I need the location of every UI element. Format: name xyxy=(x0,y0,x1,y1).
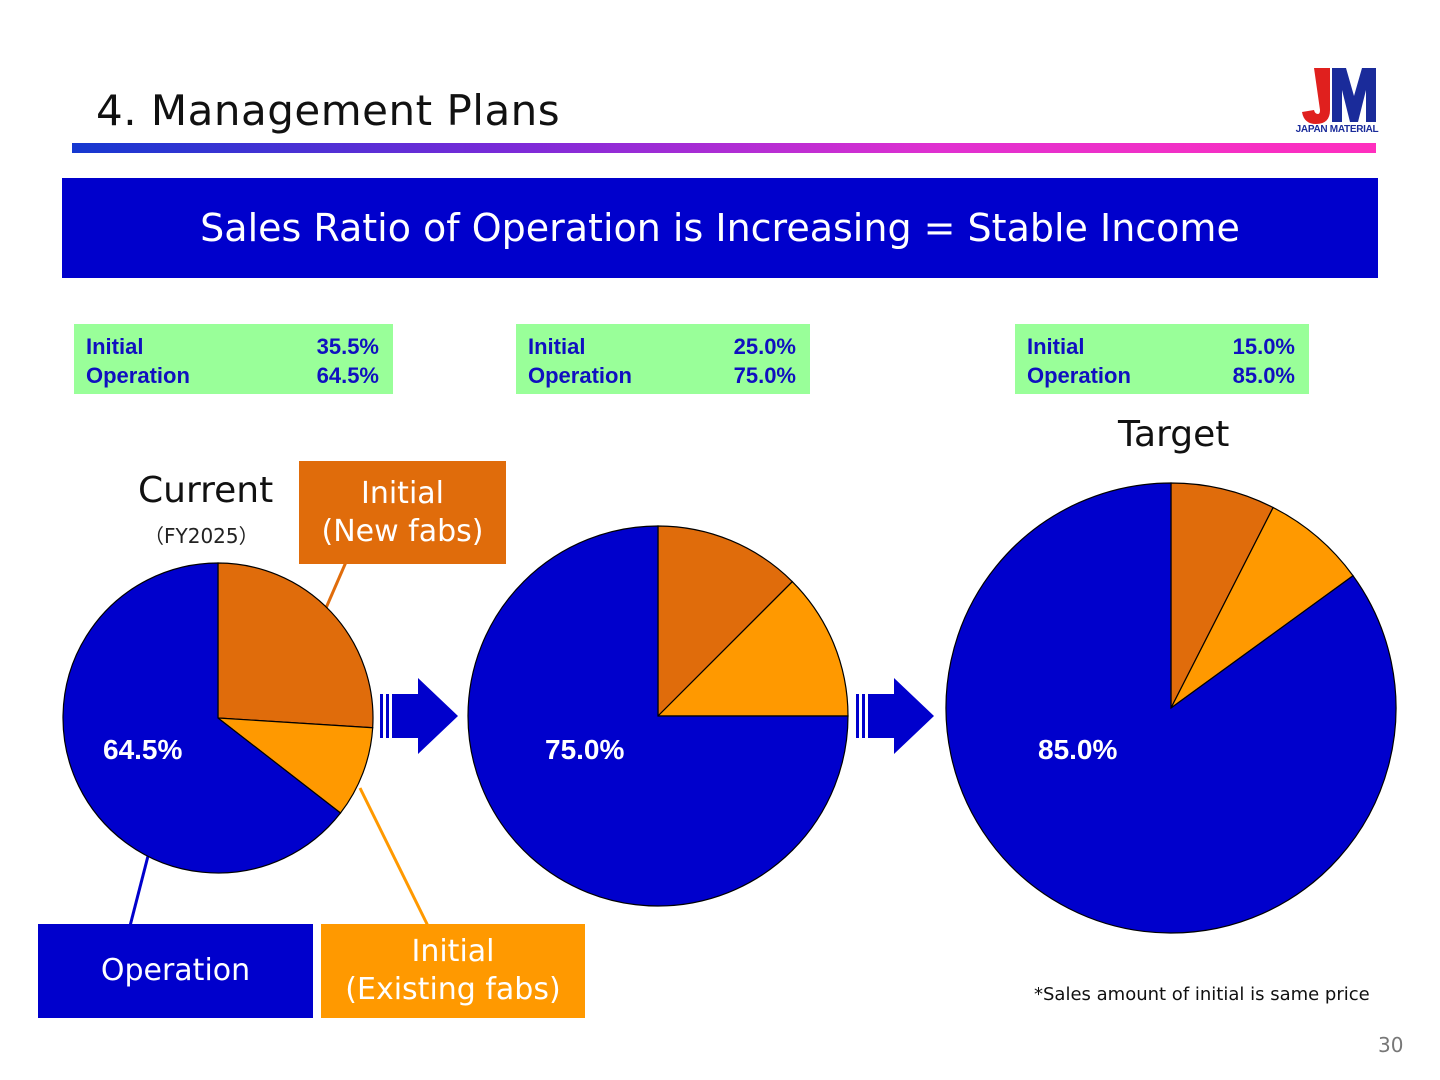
pie-3-slice-operation xyxy=(945,482,1397,934)
ratio-row-initial: Initial 35.5% xyxy=(86,332,379,361)
ratio-label: Operation xyxy=(1027,363,1131,388)
callout-line: Initial xyxy=(411,934,495,969)
pie-label-current: 64.5% xyxy=(103,734,183,765)
logo-text: JAPAN MATERIAL xyxy=(1295,124,1379,135)
callout-initial-existing-fabs: Initial (Existing fabs) xyxy=(321,924,585,1018)
ratio-box-current: Initial 35.5% Operation 64.5% xyxy=(74,324,393,394)
callout-initial-new-fabs: Initial (New fabs) xyxy=(299,461,506,564)
ratio-label: Initial xyxy=(528,334,586,359)
title-underline xyxy=(72,143,1376,153)
logo-j-shape xyxy=(1302,68,1330,124)
ratio-row-operation: Operation 64.5% xyxy=(86,361,379,390)
pie-label-target: 85.0% xyxy=(1038,734,1118,765)
page-number: 30 xyxy=(1378,1033,1404,1057)
leader-line-existing-fabs xyxy=(358,787,430,927)
ratio-row-operation: Operation 85.0% xyxy=(1027,361,1295,390)
ratio-box-mid: Initial 25.0% Operation 75.0% xyxy=(516,324,810,394)
progression-arrow-1 xyxy=(380,678,458,754)
pie-3-slice-initial-existing-fabs xyxy=(1170,506,1354,709)
ratio-value: 64.5% xyxy=(316,363,379,388)
headline-banner: Sales Ratio of Operation is Increasing =… xyxy=(62,178,1378,278)
callout-line: (New fabs) xyxy=(321,513,484,549)
pie-charts xyxy=(62,482,1397,934)
target-label: Target xyxy=(1118,414,1230,455)
ratio-label: Initial xyxy=(86,334,144,359)
ratio-value: 25.0% xyxy=(733,334,796,359)
pie-1-slice-initial-existing-fabs xyxy=(216,717,374,814)
pie-label-mid: 75.0% xyxy=(545,734,625,765)
ratio-label: Operation xyxy=(528,363,632,388)
ratio-value: 35.5% xyxy=(316,334,379,359)
pie-1-slice-initial-new-fabs xyxy=(217,562,374,729)
ratio-box-target: Initial 15.0% Operation 85.0% xyxy=(1015,324,1309,394)
ratio-value: 75.0% xyxy=(733,363,796,388)
ratio-value: 15.0% xyxy=(1232,334,1295,359)
pie-2-slice-initial-new-fabs xyxy=(657,525,794,718)
company-logo xyxy=(1302,68,1376,124)
arrow-stripe xyxy=(386,694,389,738)
arrow-stripe xyxy=(380,694,383,738)
pie-2-slice-operation xyxy=(467,525,849,907)
callout-line: Initial xyxy=(360,475,444,511)
pie-3-slice-initial-new-fabs xyxy=(1170,482,1274,709)
leader-lines xyxy=(128,561,430,927)
arrow-icon xyxy=(868,678,934,754)
ratio-label: Initial xyxy=(1027,334,1085,359)
arrow-icon xyxy=(392,678,458,754)
callout-line: (Existing fabs) xyxy=(345,972,561,1007)
callout-line: Operation xyxy=(100,953,251,988)
leader-line-new-fabs xyxy=(324,561,348,609)
callout-operation: Operation xyxy=(38,924,313,1018)
ratio-row-initial: Initial 15.0% xyxy=(1027,332,1295,361)
leader-line-operation xyxy=(128,855,150,927)
ratio-value: 85.0% xyxy=(1232,363,1295,388)
page-title: 4. Management Plans xyxy=(96,86,561,135)
ratio-row-operation: Operation 75.0% xyxy=(528,361,796,390)
fiscal-year-label: （FY2025） xyxy=(144,524,259,548)
footnote: *Sales amount of initial is same price xyxy=(1034,984,1370,1005)
logo-m-shape xyxy=(1332,68,1376,122)
arrow-stripe xyxy=(862,694,865,738)
ratio-label: Operation xyxy=(86,363,190,388)
progression-arrow-2 xyxy=(856,678,934,754)
current-label: Current xyxy=(138,470,274,511)
pie-2-slice-initial-existing-fabs xyxy=(656,580,849,717)
ratio-row-initial: Initial 25.0% xyxy=(528,332,796,361)
arrow-stripe xyxy=(856,694,859,738)
pie-1-slice-operation xyxy=(62,562,342,874)
